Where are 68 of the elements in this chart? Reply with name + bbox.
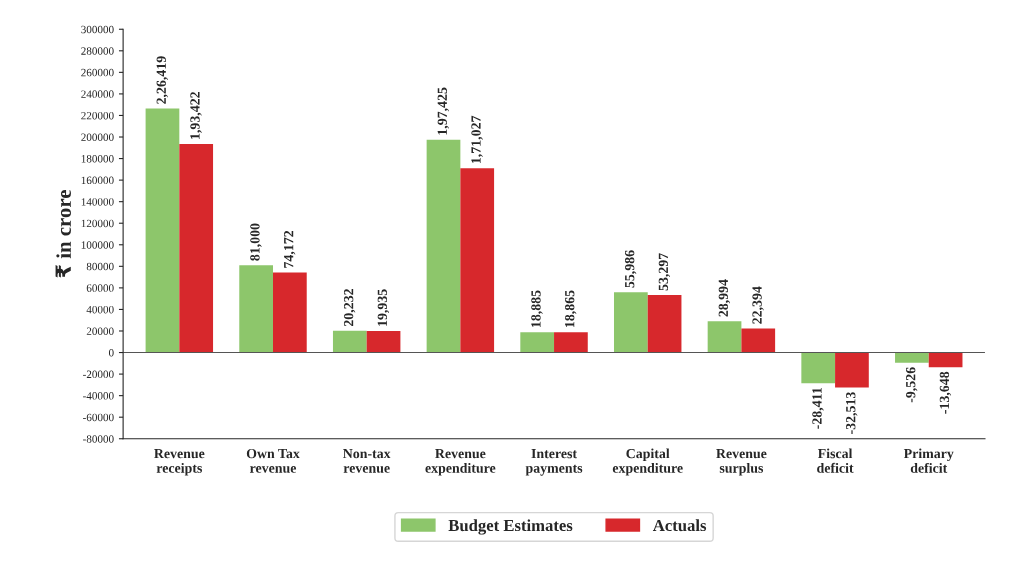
bar xyxy=(179,144,214,353)
data-label: 1,93,422 xyxy=(190,91,202,139)
bar xyxy=(145,108,180,353)
bar xyxy=(895,352,929,363)
y-tick-label: -20000 xyxy=(83,370,114,379)
data-label: 18,885 xyxy=(531,290,543,327)
y-tick-label: -40000 xyxy=(83,392,114,400)
x-tick-label: Primary deficit xyxy=(903,448,954,473)
y-tick-label: 40000 xyxy=(86,305,114,314)
y-tick-label: 100000 xyxy=(81,241,114,249)
data-label: -13,648 xyxy=(939,371,952,414)
y-tick-label: -80000 xyxy=(83,435,114,443)
data-label: 1,71,027 xyxy=(471,115,483,164)
y-tick-label: 240000 xyxy=(81,90,114,98)
y-tick-label: 60000 xyxy=(86,284,114,292)
data-label: 1,97,425 xyxy=(437,87,449,135)
bar xyxy=(332,330,367,353)
data-label: 19,935 xyxy=(377,289,390,326)
y-axis-title: ₹ in crore xyxy=(55,190,71,278)
bar xyxy=(613,292,648,353)
bar xyxy=(835,352,869,388)
bar xyxy=(707,321,742,353)
x-tick-label: Revenue expenditure xyxy=(425,449,496,476)
data-label: -9,526 xyxy=(906,367,918,403)
y-tick-label: 200000 xyxy=(81,133,114,141)
y-tick-label: 260000 xyxy=(81,68,114,77)
x-tick-label: Fiscal deficit xyxy=(817,448,854,473)
bar xyxy=(647,295,682,353)
bar xyxy=(520,332,555,353)
y-tick-label: 180000 xyxy=(81,155,114,163)
data-label: 55,986 xyxy=(624,250,637,288)
y-tick-label: -60000 xyxy=(83,413,114,422)
bar xyxy=(554,332,588,353)
bar xyxy=(239,265,274,353)
y-tick-label: 300000 xyxy=(81,25,114,34)
data-label: 18,865 xyxy=(565,290,577,327)
y-tick-label: 160000 xyxy=(81,176,114,185)
y-tick-label: 120000 xyxy=(81,219,114,228)
y-tick-label: 20000 xyxy=(86,327,114,335)
data-label: 28,994 xyxy=(718,279,731,317)
bar xyxy=(366,331,401,353)
y-tick-label: 220000 xyxy=(81,111,114,120)
data-label: 74,172 xyxy=(284,230,296,268)
y-tick-label: 140000 xyxy=(81,198,114,206)
bar xyxy=(741,328,776,353)
x-tick-label: Capital expenditure xyxy=(612,448,683,476)
data-label: 53,297 xyxy=(658,253,671,291)
x-tick-label: Non-tax revenue xyxy=(343,449,391,473)
y-tick-label: 280000 xyxy=(81,47,114,55)
data-label: 2,26,419 xyxy=(156,56,168,104)
bar xyxy=(460,168,495,353)
x-tick-label: Own Tax revenue xyxy=(246,448,300,473)
x-tick-label: Revenue receipts xyxy=(154,449,205,476)
bar xyxy=(426,139,461,353)
x-tick-label: Revenue surplus xyxy=(716,449,767,476)
data-label: 20,232 xyxy=(343,289,356,327)
data-label: -32,513 xyxy=(846,392,858,434)
bar xyxy=(801,352,836,384)
y-tick-label: 80000 xyxy=(86,262,114,271)
y-tick-label: 0 xyxy=(108,349,114,357)
data-label: -28,411 xyxy=(812,387,824,429)
data-label: 22,394 xyxy=(752,286,764,324)
x-tick-label: Interest payments xyxy=(525,449,583,476)
legend-label: Actuals xyxy=(652,519,707,532)
bar xyxy=(273,272,307,353)
data-label: 81,000 xyxy=(250,223,262,261)
legend-label: Budget Estimates xyxy=(448,519,573,535)
bar xyxy=(928,352,963,368)
